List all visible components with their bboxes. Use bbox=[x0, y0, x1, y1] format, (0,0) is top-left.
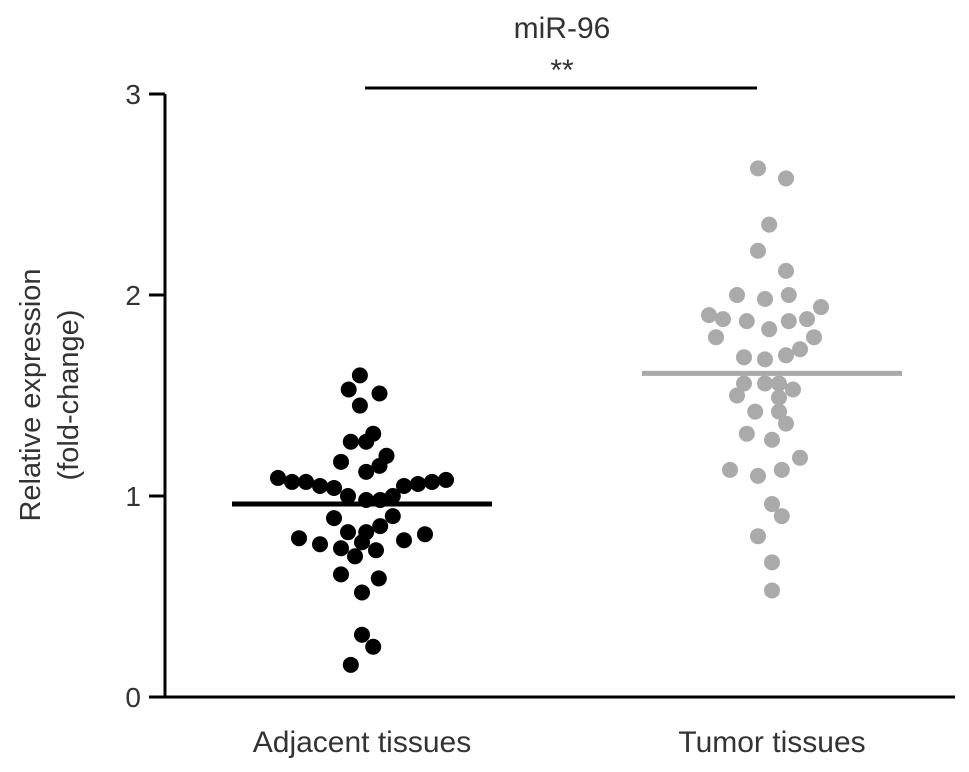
data-point bbox=[371, 457, 388, 474]
data-point bbox=[736, 375, 752, 392]
data-point bbox=[738, 425, 755, 442]
data-point bbox=[750, 528, 766, 545]
data-point bbox=[750, 467, 766, 484]
data-point bbox=[806, 329, 822, 346]
data-point bbox=[792, 449, 808, 466]
data-point bbox=[365, 638, 382, 655]
data-point bbox=[340, 381, 357, 398]
data-point bbox=[778, 415, 794, 432]
data-point bbox=[813, 299, 829, 316]
data-point bbox=[438, 471, 454, 488]
data-point bbox=[785, 381, 801, 398]
data-point bbox=[298, 473, 314, 490]
data-point bbox=[771, 403, 787, 420]
data-point bbox=[291, 530, 307, 547]
data-point bbox=[384, 488, 401, 504]
data-point bbox=[284, 473, 300, 490]
data-point bbox=[747, 403, 764, 420]
data-point bbox=[799, 311, 815, 328]
data-point bbox=[780, 287, 797, 303]
data-point bbox=[778, 170, 794, 187]
data-point bbox=[333, 540, 349, 557]
data-point bbox=[270, 469, 286, 486]
data-point bbox=[757, 351, 773, 368]
data-point bbox=[342, 433, 359, 450]
x-category-label: Adjacent tissues bbox=[253, 726, 471, 759]
data-point bbox=[750, 160, 766, 177]
data-point bbox=[358, 463, 375, 480]
data-point bbox=[354, 534, 370, 551]
y-axis-label: Relative expression (fold-change) bbox=[15, 268, 85, 521]
data-point bbox=[773, 461, 790, 478]
data-point bbox=[354, 626, 370, 643]
data-point bbox=[780, 313, 797, 330]
data-point bbox=[365, 425, 382, 442]
data-point bbox=[340, 524, 356, 541]
data-point bbox=[396, 477, 412, 494]
data-point bbox=[764, 496, 780, 513]
data-point bbox=[333, 453, 349, 470]
data-point bbox=[326, 510, 342, 527]
data-point bbox=[764, 582, 780, 599]
data-point bbox=[368, 542, 384, 559]
data-point bbox=[396, 532, 412, 549]
data-point bbox=[340, 488, 356, 504]
y-tick-label: 0 bbox=[125, 682, 141, 713]
data-point bbox=[722, 461, 738, 478]
data-point bbox=[761, 321, 778, 338]
data-point bbox=[333, 566, 349, 583]
data-point bbox=[715, 311, 731, 328]
data-point bbox=[750, 242, 766, 259]
data-point bbox=[729, 387, 745, 404]
data-point bbox=[761, 216, 778, 233]
data-point bbox=[384, 508, 401, 525]
data-point bbox=[773, 508, 790, 525]
data-point bbox=[424, 473, 440, 490]
y-tick-label: 3 bbox=[125, 79, 141, 110]
y-tick-label: 1 bbox=[125, 481, 141, 512]
y-axis-label-line2: (fold-change) bbox=[53, 310, 85, 481]
data-point bbox=[347, 548, 363, 565]
x-category-label: Tumor tissues bbox=[678, 726, 865, 759]
data-point bbox=[410, 475, 426, 492]
data-point bbox=[417, 526, 433, 543]
data-point bbox=[764, 431, 780, 448]
data-point bbox=[371, 385, 388, 402]
data-point bbox=[757, 375, 773, 392]
data-point bbox=[736, 349, 752, 366]
data-point bbox=[312, 536, 328, 553]
x-category-labels: Adjacent tissues Tumor tissues bbox=[253, 726, 866, 759]
data-point bbox=[792, 341, 808, 358]
data-point bbox=[778, 262, 794, 279]
data-point bbox=[778, 347, 794, 364]
significance-label: ** bbox=[550, 54, 574, 87]
data-point bbox=[351, 367, 368, 384]
y-ticks: 0 1 2 3 bbox=[125, 79, 165, 713]
data-point bbox=[342, 656, 359, 673]
data-point bbox=[757, 291, 773, 308]
data-point bbox=[351, 397, 368, 414]
data-point bbox=[354, 584, 370, 601]
data-point bbox=[764, 554, 780, 571]
data-point bbox=[370, 570, 387, 587]
data-point bbox=[729, 287, 745, 303]
data-point bbox=[708, 329, 724, 346]
data-point bbox=[771, 389, 787, 406]
data-point bbox=[326, 479, 342, 496]
y-tick-label: 2 bbox=[125, 280, 141, 311]
y-axis-label-line1: Relative expression bbox=[15, 268, 47, 521]
data-point bbox=[738, 313, 755, 330]
data-points bbox=[270, 160, 829, 673]
data-point bbox=[701, 307, 717, 324]
data-point bbox=[312, 477, 328, 494]
data-point bbox=[372, 518, 389, 535]
data-point bbox=[771, 375, 787, 392]
mean-lines bbox=[232, 370, 902, 507]
chart-title: miR-96 bbox=[514, 12, 611, 45]
